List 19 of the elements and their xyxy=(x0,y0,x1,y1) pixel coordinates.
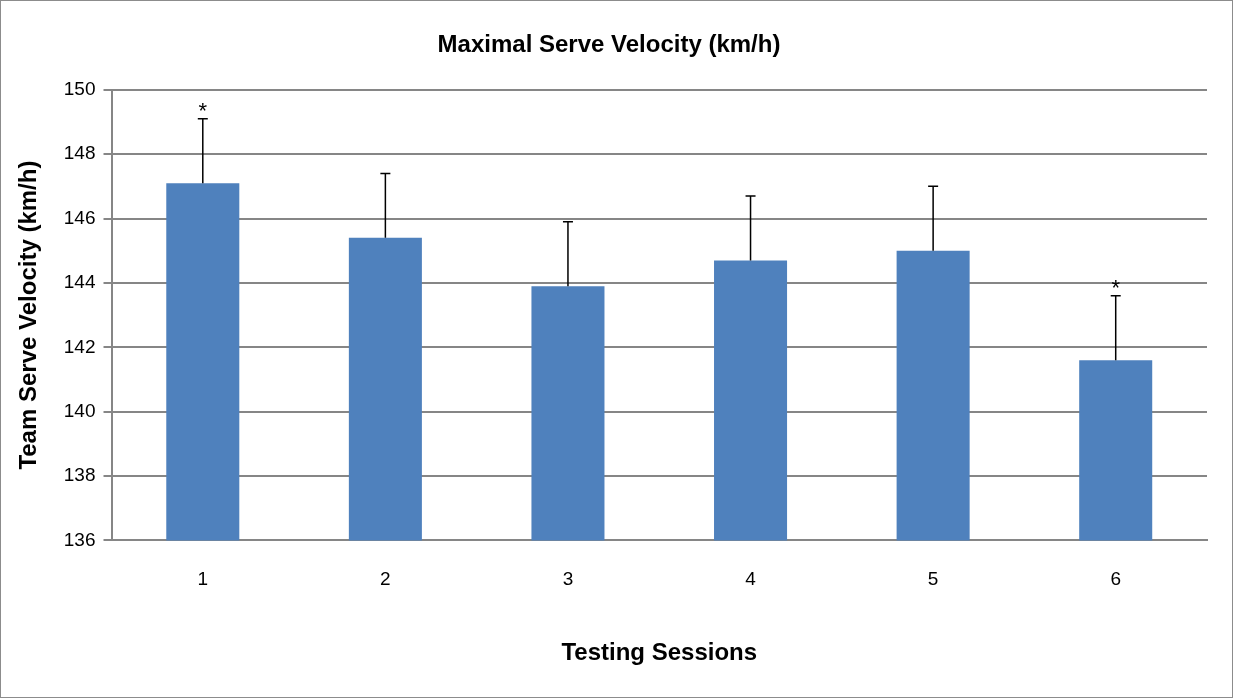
y-axis-title: Team Serve Velocity (km/h) xyxy=(14,160,42,470)
y-tick-label: 148 xyxy=(63,142,96,164)
y-tick-label: 138 xyxy=(63,464,96,486)
x-tick-label: 1 xyxy=(197,568,209,590)
annotation: * xyxy=(198,97,208,123)
y-tick-label: 144 xyxy=(63,271,96,293)
x-tick-label: 2 xyxy=(380,568,391,590)
x-axis-title: Testing Sessions xyxy=(561,638,758,666)
x-tick-label: 4 xyxy=(745,568,757,590)
y-tick-label: 140 xyxy=(63,399,96,421)
annotation: * xyxy=(1111,274,1121,300)
y-tick-label: 136 xyxy=(63,528,96,550)
x-tick-label: 6 xyxy=(1110,568,1121,590)
x-tick-label: 3 xyxy=(562,568,574,590)
y-tick-label: 142 xyxy=(63,335,96,357)
x-tick-label: 5 xyxy=(927,568,939,590)
y-tick-label: 146 xyxy=(63,206,96,228)
chart-title: Maximal Serve Velocity (km/h) xyxy=(437,30,781,58)
y-tick-label: 150 xyxy=(63,78,96,100)
